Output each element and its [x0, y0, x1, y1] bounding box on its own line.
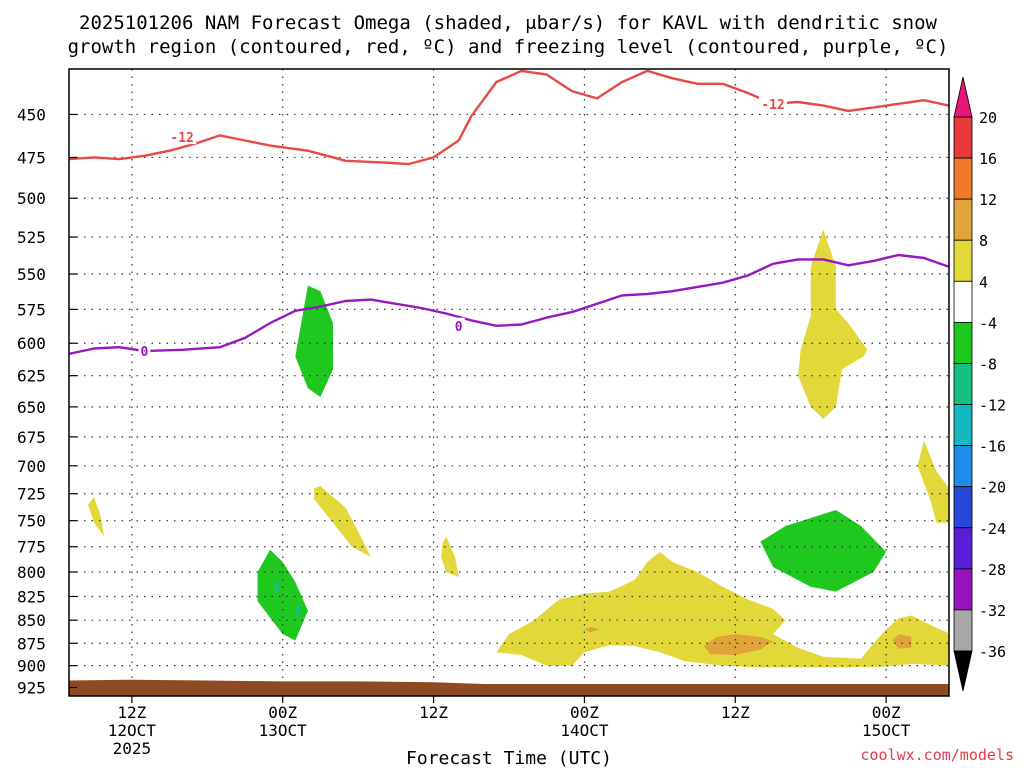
- colorbar-bin-1: [953, 157, 973, 200]
- omega-region-5: [87, 497, 105, 537]
- omega-region-6: [314, 486, 371, 557]
- contour-label-1-1: 0: [455, 320, 463, 335]
- xtick-label-36-1: 14OCT: [560, 721, 609, 740]
- omega-region-9: [917, 440, 949, 523]
- colorbar-label-6: -8: [979, 355, 997, 373]
- xtick-label-12-1: 13OCT: [259, 721, 308, 740]
- credit-text: coolwx.com/models: [860, 746, 1014, 764]
- colorbar-bin-2: [953, 198, 973, 241]
- colorbar-label-5: -4: [979, 314, 997, 332]
- ytick-label-525: 525: [17, 228, 46, 247]
- colorbar-label-2: 12: [979, 191, 997, 209]
- xtick-label-48-0: 12Z: [721, 703, 750, 722]
- contour-layer: -12 -12 0 0 0: [69, 69, 993, 360]
- contour-label-bg-1-2: [981, 296, 993, 311]
- colorbar-label-11: -28: [979, 561, 1006, 579]
- colorbar-bin-8: [953, 445, 973, 488]
- xtick-label-60-1: 15OCT: [862, 721, 911, 740]
- ytick-label-775: 775: [17, 538, 46, 557]
- terrain-fill: [69, 679, 949, 696]
- colorbar-bin-5: [953, 321, 973, 364]
- colorbar-label-8: -16: [979, 438, 1006, 456]
- colorbar: 20 16 12 8 4 -4 -8 -12 -16 -20 -24 -28 -32 -36: [953, 76, 1006, 692]
- contour-label-0-1: -12: [761, 98, 784, 113]
- contour-line-1: [69, 253, 949, 355]
- colorbar-bin-11: [953, 568, 973, 611]
- ytick-label-650: 650: [17, 398, 46, 417]
- xtick-label-12-0: 00Z: [268, 703, 297, 722]
- colorbar-label-13: -36: [979, 643, 1006, 661]
- omega-region-4: [760, 510, 887, 592]
- chart-title-line-1: 2025101206 NAM Forecast Omega (shaded, μ…: [79, 12, 937, 34]
- omega-shading-layer: [87, 229, 949, 668]
- y-axis: 450 475 500 525 550 575 600 625 650 675 700 725 750 7…: [17, 105, 77, 697]
- xtick-label-36-0: 00Z: [570, 703, 599, 722]
- ytick-label-675: 675: [17, 428, 46, 447]
- contour-label-1-2: 0: [983, 298, 991, 313]
- ytick-label-725: 725: [17, 485, 46, 504]
- ytick-label-925: 925: [17, 678, 46, 697]
- colorbar-label-9: -20: [979, 479, 1006, 497]
- omega-region-13: [584, 626, 600, 633]
- omega-region-0: [295, 285, 333, 397]
- colorbar-top-arrow: [953, 76, 973, 118]
- colorbar-bin-3: [953, 239, 973, 282]
- contour-label-bg-0-0: [168, 129, 197, 145]
- colorbar-bin-12: [953, 609, 973, 652]
- colorbar-label-3: 8: [979, 232, 988, 250]
- x-axis-title: Forecast Time (UTC): [406, 748, 612, 768]
- colorbar-label-0: 20: [979, 109, 997, 127]
- omega-region-12: [892, 634, 912, 649]
- chart-title-line-2: growth region (contoured, red, ºC) and f…: [68, 36, 949, 58]
- ytick-label-700: 700: [17, 457, 46, 476]
- ytick-label-875: 875: [17, 634, 46, 653]
- ytick-label-450: 450: [17, 105, 46, 124]
- omega-region-7: [441, 536, 459, 577]
- colorbar-label-12: -32: [979, 602, 1006, 620]
- terrain-layer: [69, 679, 949, 696]
- xtick-label-0-0: 12Z: [117, 703, 146, 722]
- colorbar-bin-7: [953, 404, 973, 447]
- colorbar-bin-10: [953, 527, 973, 570]
- xtick-label-0-2: 2025: [113, 739, 152, 758]
- colorbar-label-10: -24: [979, 520, 1006, 538]
- colorbar-bin-6: [953, 363, 973, 405]
- contour-line-0: [69, 69, 949, 166]
- omega-region-8: [798, 229, 868, 419]
- colorbar-label-4: 4: [979, 273, 988, 291]
- ytick-label-825: 825: [17, 587, 46, 606]
- ytick-label-625: 625: [17, 367, 46, 386]
- ytick-label-800: 800: [17, 563, 46, 582]
- ytick-label-750: 750: [17, 512, 46, 531]
- xtick-label-0-1: 12OCT: [108, 721, 157, 740]
- omega-region-2: [273, 579, 281, 594]
- colorbar-label-7: -12: [979, 397, 1006, 415]
- omega-region-11: [703, 634, 773, 655]
- plot-frame: [68, 68, 950, 697]
- ytick-label-500: 500: [17, 189, 46, 208]
- xtick-label-60-0: 00Z: [872, 703, 901, 722]
- ytick-label-850: 850: [17, 611, 46, 630]
- ytick-label-550: 550: [17, 265, 46, 284]
- contour-label-0-0: -12: [170, 131, 193, 146]
- ytick-label-475: 475: [17, 148, 46, 167]
- contour-label-bg-1-0: [138, 343, 151, 359]
- colorbar-bin-0: [953, 116, 973, 159]
- contour-label-bg-0-1: [759, 95, 787, 111]
- xtick-label-24-0: 12Z: [419, 703, 448, 722]
- colorbar-bin-9: [953, 486, 973, 529]
- ytick-label-600: 600: [17, 334, 46, 353]
- contour-label-bg-1-1: [452, 317, 465, 333]
- contour-label-1-0: 0: [141, 345, 149, 360]
- omega-region-3: [295, 603, 302, 619]
- omega-region-10: [496, 551, 949, 668]
- ytick-label-900: 900: [17, 657, 46, 676]
- colorbar-label-1: 16: [979, 150, 997, 168]
- colorbar-bin-4: [953, 280, 973, 323]
- colorbar-bottom-arrow: [953, 650, 973, 692]
- ytick-label-575: 575: [17, 300, 46, 319]
